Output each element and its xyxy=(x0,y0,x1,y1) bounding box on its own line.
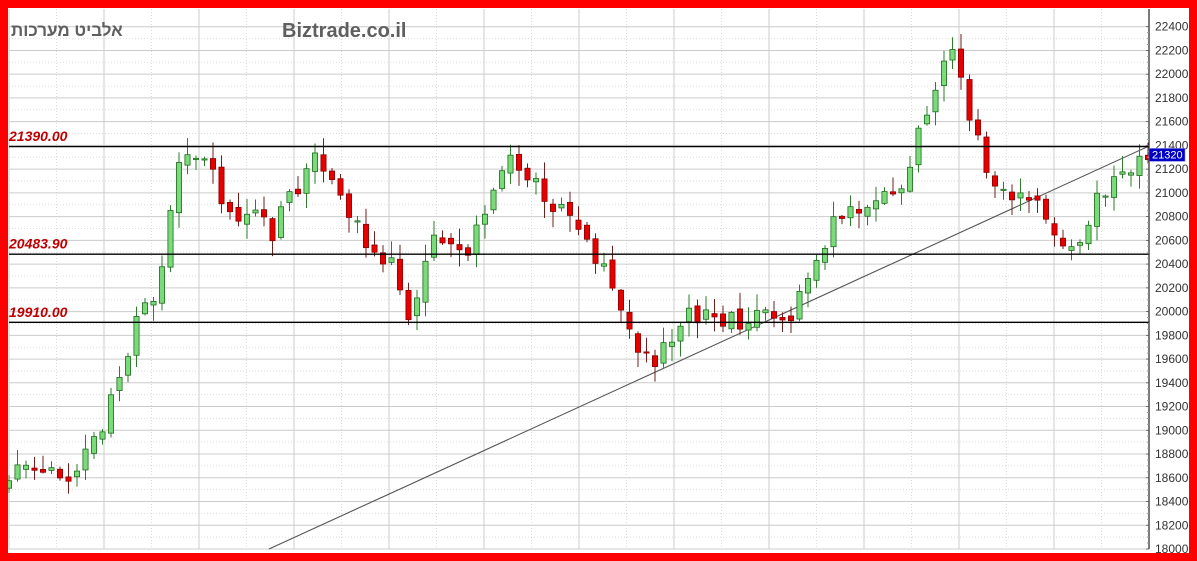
svg-text:22400: 22400 xyxy=(1155,20,1189,34)
svg-text:21600: 21600 xyxy=(1155,115,1189,129)
svg-text:18800: 18800 xyxy=(1155,447,1189,461)
svg-text:21320: 21320 xyxy=(1152,149,1183,161)
svg-text:18400: 18400 xyxy=(1155,495,1189,509)
svg-text:20483.90: 20483.90 xyxy=(8,236,68,252)
svg-text:Biztrade.co.il: Biztrade.co.il xyxy=(282,20,406,42)
svg-text:19600: 19600 xyxy=(1155,352,1189,366)
svg-text:18200: 18200 xyxy=(1155,518,1189,532)
svg-text:20600: 20600 xyxy=(1155,233,1189,247)
svg-text:19910.00: 19910.00 xyxy=(9,304,68,320)
svg-text:19400: 19400 xyxy=(1155,376,1189,390)
svg-text:21390.00: 21390.00 xyxy=(8,128,68,144)
svg-text:אלביט מערכות: אלביט מערכות xyxy=(11,21,123,40)
svg-text:21800: 21800 xyxy=(1155,91,1189,105)
svg-text:22000: 22000 xyxy=(1155,67,1189,81)
svg-text:18600: 18600 xyxy=(1155,471,1189,485)
svg-text:20800: 20800 xyxy=(1155,210,1189,224)
svg-text:20200: 20200 xyxy=(1155,281,1189,295)
svg-text:20000: 20000 xyxy=(1155,305,1189,319)
svg-text:19000: 19000 xyxy=(1155,423,1189,437)
svg-text:19800: 19800 xyxy=(1155,328,1189,342)
svg-text:22200: 22200 xyxy=(1155,43,1189,57)
svg-text:21000: 21000 xyxy=(1155,186,1189,200)
svg-text:21200: 21200 xyxy=(1155,162,1189,176)
svg-text:20400: 20400 xyxy=(1155,257,1189,271)
svg-text:19200: 19200 xyxy=(1155,400,1189,414)
